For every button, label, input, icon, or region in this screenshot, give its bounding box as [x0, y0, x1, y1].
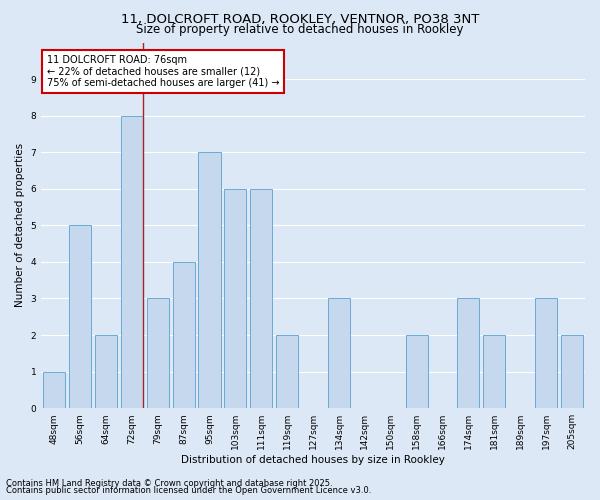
Text: 11 DOLCROFT ROAD: 76sqm
← 22% of detached houses are smaller (12)
75% of semi-de: 11 DOLCROFT ROAD: 76sqm ← 22% of detache…: [47, 56, 279, 88]
Bar: [121, 116, 143, 408]
Bar: [69, 226, 91, 408]
Text: Contains HM Land Registry data © Crown copyright and database right 2025.: Contains HM Land Registry data © Crown c…: [6, 478, 332, 488]
Bar: [561, 335, 583, 408]
Bar: [146, 298, 169, 408]
Y-axis label: Number of detached properties: Number of detached properties: [15, 144, 25, 308]
Bar: [224, 189, 247, 408]
Bar: [250, 189, 272, 408]
Bar: [457, 298, 479, 408]
Bar: [199, 152, 221, 408]
X-axis label: Distribution of detached houses by size in Rookley: Distribution of detached houses by size …: [181, 455, 445, 465]
Text: Size of property relative to detached houses in Rookley: Size of property relative to detached ho…: [136, 22, 464, 36]
Text: 11, DOLCROFT ROAD, ROOKLEY, VENTNOR, PO38 3NT: 11, DOLCROFT ROAD, ROOKLEY, VENTNOR, PO3…: [121, 12, 479, 26]
Bar: [535, 298, 557, 408]
Bar: [328, 298, 350, 408]
Text: Contains public sector information licensed under the Open Government Licence v3: Contains public sector information licen…: [6, 486, 371, 495]
Bar: [173, 262, 194, 408]
Bar: [276, 335, 298, 408]
Bar: [406, 335, 428, 408]
Bar: [95, 335, 117, 408]
Bar: [484, 335, 505, 408]
Bar: [43, 372, 65, 408]
